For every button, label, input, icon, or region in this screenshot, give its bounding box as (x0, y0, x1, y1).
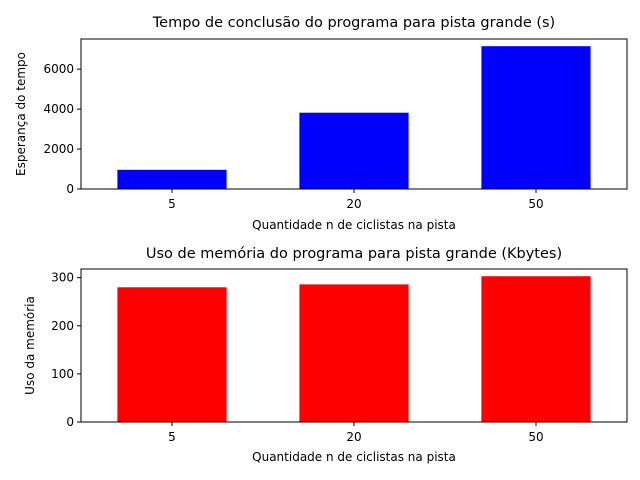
y-axis-label: Uso da memória (23, 296, 37, 395)
bar (299, 284, 409, 422)
bars (117, 46, 591, 189)
y-tick-label: 6000 (43, 62, 74, 76)
x-axis-label: Quantidade n de ciclistas na pista (252, 218, 456, 232)
chart-memory-usage: Uso de memória do programa para pista gr… (23, 246, 628, 464)
y-tick-label: 4000 (43, 102, 74, 116)
bar (117, 169, 227, 189)
bar (117, 287, 227, 422)
x-ticks: 5 20 50 (168, 422, 544, 444)
chart-completion-time: Tempo de conclusão do programa para pist… (14, 15, 628, 232)
y-axis-label: Esperança do tempo (14, 52, 28, 176)
x-tick-label: 5 (168, 430, 176, 444)
bar (299, 112, 409, 189)
chart-title: Uso de memória do programa para pista gr… (146, 246, 562, 262)
bar (481, 46, 591, 189)
x-axis-label: Quantidade n de ciclistas na pista (252, 450, 456, 464)
y-ticks: 0 2000 4000 6000 (43, 62, 81, 196)
x-tick-label: 5 (168, 197, 176, 211)
y-ticks: 0 100 200 300 (51, 271, 81, 429)
x-tick-label: 20 (346, 430, 361, 444)
chart-title: Tempo de conclusão do programa para pist… (152, 15, 555, 31)
y-tick-label: 0 (66, 182, 74, 196)
x-ticks: 5 20 50 (168, 189, 544, 211)
x-tick-label: 50 (528, 430, 543, 444)
y-tick-label: 300 (51, 271, 74, 285)
y-tick-label: 200 (51, 319, 74, 333)
y-tick-label: 2000 (43, 142, 74, 156)
x-tick-label: 20 (346, 197, 361, 211)
bars (117, 276, 591, 422)
x-tick-label: 50 (528, 197, 543, 211)
bar (481, 276, 591, 422)
y-tick-label: 100 (51, 367, 74, 381)
y-tick-label: 0 (66, 415, 74, 429)
